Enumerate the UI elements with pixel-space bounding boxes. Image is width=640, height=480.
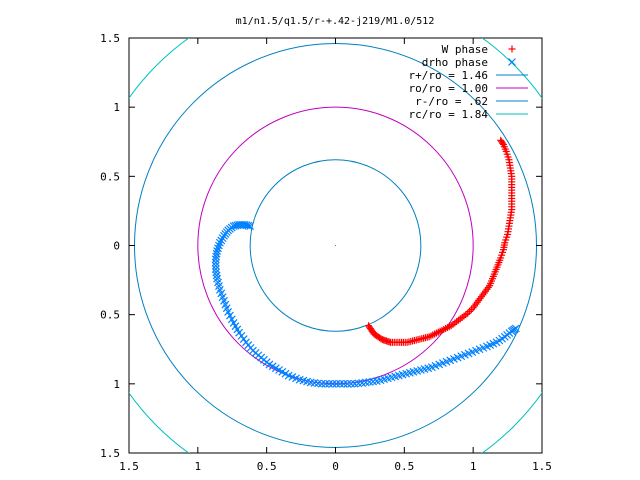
x-tick-label: 0.5 [257, 460, 277, 473]
drho-phase-point [212, 271, 221, 280]
drho-phase-point [217, 236, 226, 245]
x-tick-label: 0 [332, 460, 339, 473]
y-tick-label: 0.5 [100, 309, 120, 322]
w-phase-point [465, 307, 473, 315]
drho-phase-point [226, 311, 234, 320]
drho-phase-point [339, 379, 348, 388]
circle-5 [129, 38, 542, 453]
x-tick-label: 1 [195, 460, 202, 473]
y-tick-label: 0 [113, 240, 120, 253]
drho-phase-point [220, 231, 228, 240]
drho-phase-point [211, 258, 220, 267]
drho-phase-point [211, 265, 220, 273]
legend-label: r-/ro = .62 [415, 95, 488, 108]
drho-phase-point [224, 307, 233, 316]
x-tick-label: 1.5 [119, 460, 139, 473]
legend-marker [508, 58, 516, 66]
drho-phase-point [317, 379, 326, 388]
y-tick-label: 1 [113, 101, 120, 114]
drho-phase-point [211, 255, 220, 264]
x-tick-label: 1 [470, 460, 477, 473]
drho-phase-point [227, 315, 236, 324]
drho-phase-point [239, 335, 248, 344]
phase-points [211, 136, 520, 388]
y-tick-label: 1 [113, 378, 120, 391]
drho-phase-point [343, 379, 352, 388]
drho-phase-point [212, 252, 221, 261]
drho-phase-point [332, 379, 341, 388]
w-phase-point [498, 138, 506, 146]
w-phase-point [497, 136, 505, 144]
drho-phase-point [235, 328, 244, 337]
drho-phase-point [328, 379, 337, 388]
drho-phase-point [336, 379, 345, 388]
legend-label: r+/ro = 1.46 [409, 69, 488, 82]
circle-3 [197, 106, 474, 385]
drho-phase-point [321, 379, 330, 388]
drho-phase-point [511, 324, 520, 333]
origin-marker [334, 244, 337, 247]
legend-label: W phase [442, 43, 488, 56]
legend-marker [508, 45, 516, 53]
drho-phase-point [215, 238, 224, 247]
drho-phase-point [347, 379, 356, 388]
y-tick-label: 1.5 [100, 447, 120, 460]
legend-label: rc/ro = 1.84 [409, 108, 489, 121]
drho-phase-point [237, 331, 246, 340]
y-tick-label: 0.5 [100, 170, 120, 183]
x-tick-label: 0.5 [394, 460, 414, 473]
drho-phase-point [231, 221, 240, 230]
drho-phase-point [215, 241, 223, 250]
origin-dot [334, 244, 337, 247]
circle-4 [249, 159, 422, 332]
drho-phase-point [211, 261, 220, 270]
legend-label: drho phase [422, 56, 488, 69]
w-phase-point [467, 306, 475, 314]
chart-title: m1/n1.5/q1.5/r-+.42-j219/M1.0/512 [236, 16, 435, 27]
y-tick-label: 1.5 [100, 32, 120, 45]
legend-label: ro/ro = 1.00 [409, 82, 488, 95]
x-tick-label: 1.5 [532, 460, 552, 473]
drho-phase-point [212, 268, 221, 277]
axis-ticks: 1.5 1 0.5 0 0.5 1 1.51.510.500.511.5 [100, 32, 552, 473]
drho-phase-point [218, 234, 227, 243]
drho-phase-point [325, 379, 333, 388]
reference-circles [129, 38, 542, 453]
